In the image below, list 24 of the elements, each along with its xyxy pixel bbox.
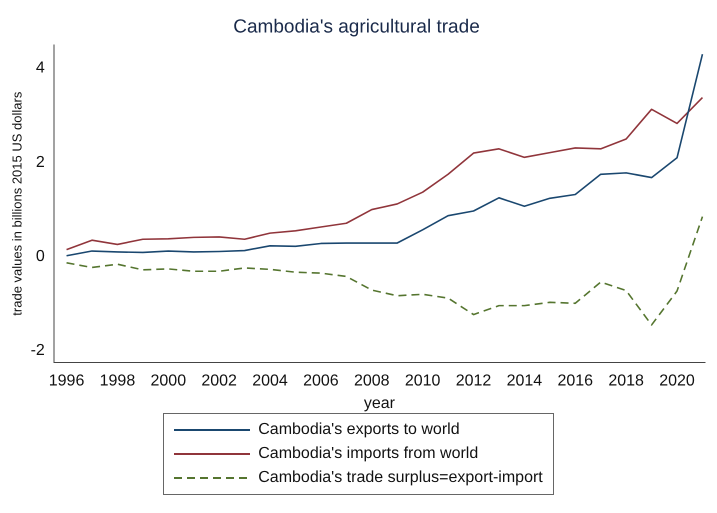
x-tick-label: 2014 [506,372,542,390]
chart-title: Cambodia's agricultural trade [233,16,480,38]
x-tick-label: 2008 [354,372,390,390]
x-axis-title: year [364,394,396,412]
y-tick-label: 4 [36,60,45,77]
legend-label: Cambodia's trade surplus=export-import [258,469,543,487]
x-tick-label: 1998 [100,372,136,390]
x-tick-label: 2010 [404,372,441,390]
x-tick-label: 2016 [557,372,594,390]
y-tick-label: -2 [30,342,45,360]
line-series [66,216,704,326]
x-tick-label: 2002 [201,372,238,390]
y-tick-label: 0 [36,248,45,266]
x-tick-label: 2020 [659,372,695,390]
y-axis-title: trade values in billions 2015 US dollars [9,91,24,316]
legend-label: Cambodia's exports to world [258,421,460,439]
x-tick-label: 2006 [303,372,339,390]
y-tick-label: 2 [36,154,45,171]
x-tick-label: 2004 [252,372,288,390]
x-tick-label: 2012 [456,372,492,390]
x-tick-label: 2000 [150,372,186,390]
x-tick-label: 2018 [608,372,644,390]
legend-label: Cambodia's imports from world [258,445,478,463]
x-tick-label: 1996 [48,372,84,390]
